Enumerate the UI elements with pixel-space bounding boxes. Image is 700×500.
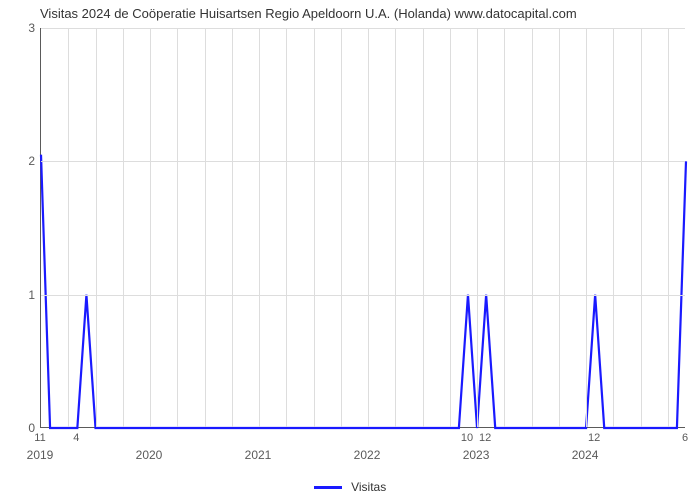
gridline-v: [613, 28, 614, 427]
x-tick-label: 2022: [354, 448, 381, 462]
gridline-v: [477, 28, 478, 427]
gridline-v: [123, 28, 124, 427]
gridline-v: [450, 28, 451, 427]
gridline-v: [96, 28, 97, 427]
legend-swatch: [314, 486, 342, 489]
legend-label: Visitas: [351, 480, 386, 494]
gridline-v: [668, 28, 669, 427]
gridline-v: [395, 28, 396, 427]
point-value-label: 12: [479, 432, 491, 444]
y-tick-label: 0: [5, 421, 35, 435]
gridline-v: [232, 28, 233, 427]
gridline-v: [205, 28, 206, 427]
gridline-h: [41, 161, 685, 162]
gridline-v: [177, 28, 178, 427]
chart-container: Visitas 2024 de Coöperatie Huisartsen Re…: [0, 0, 700, 500]
gridline-v: [641, 28, 642, 427]
gridline-h: [41, 295, 685, 296]
gridline-v: [532, 28, 533, 427]
x-tick-label: 2021: [245, 448, 272, 462]
y-tick-label: 1: [5, 288, 35, 302]
legend: Visitas: [0, 479, 700, 494]
point-value-label: 4: [73, 432, 79, 444]
x-tick-label: 2024: [572, 448, 599, 462]
gridline-v: [504, 28, 505, 427]
gridline-v: [423, 28, 424, 427]
y-tick-label: 2: [5, 154, 35, 168]
x-tick-label: 2019: [27, 448, 54, 462]
plot-area: [40, 28, 685, 428]
line-series: [41, 28, 686, 428]
chart-title: Visitas 2024 de Coöperatie Huisartsen Re…: [40, 6, 577, 21]
point-value-label: 6: [682, 432, 688, 444]
gridline-v: [314, 28, 315, 427]
gridline-v: [559, 28, 560, 427]
point-value-label: 12: [588, 432, 600, 444]
gridline-v: [259, 28, 260, 427]
x-tick-label: 2020: [136, 448, 163, 462]
point-value-label: 11: [34, 432, 45, 444]
point-value-label: 10: [461, 432, 473, 444]
gridline-v: [68, 28, 69, 427]
gridline-h: [41, 28, 685, 29]
gridline-v: [586, 28, 587, 427]
gridline-v: [341, 28, 342, 427]
gridline-v: [150, 28, 151, 427]
gridline-v: [368, 28, 369, 427]
gridline-v: [286, 28, 287, 427]
x-tick-label: 2023: [463, 448, 490, 462]
y-tick-label: 3: [5, 21, 35, 35]
